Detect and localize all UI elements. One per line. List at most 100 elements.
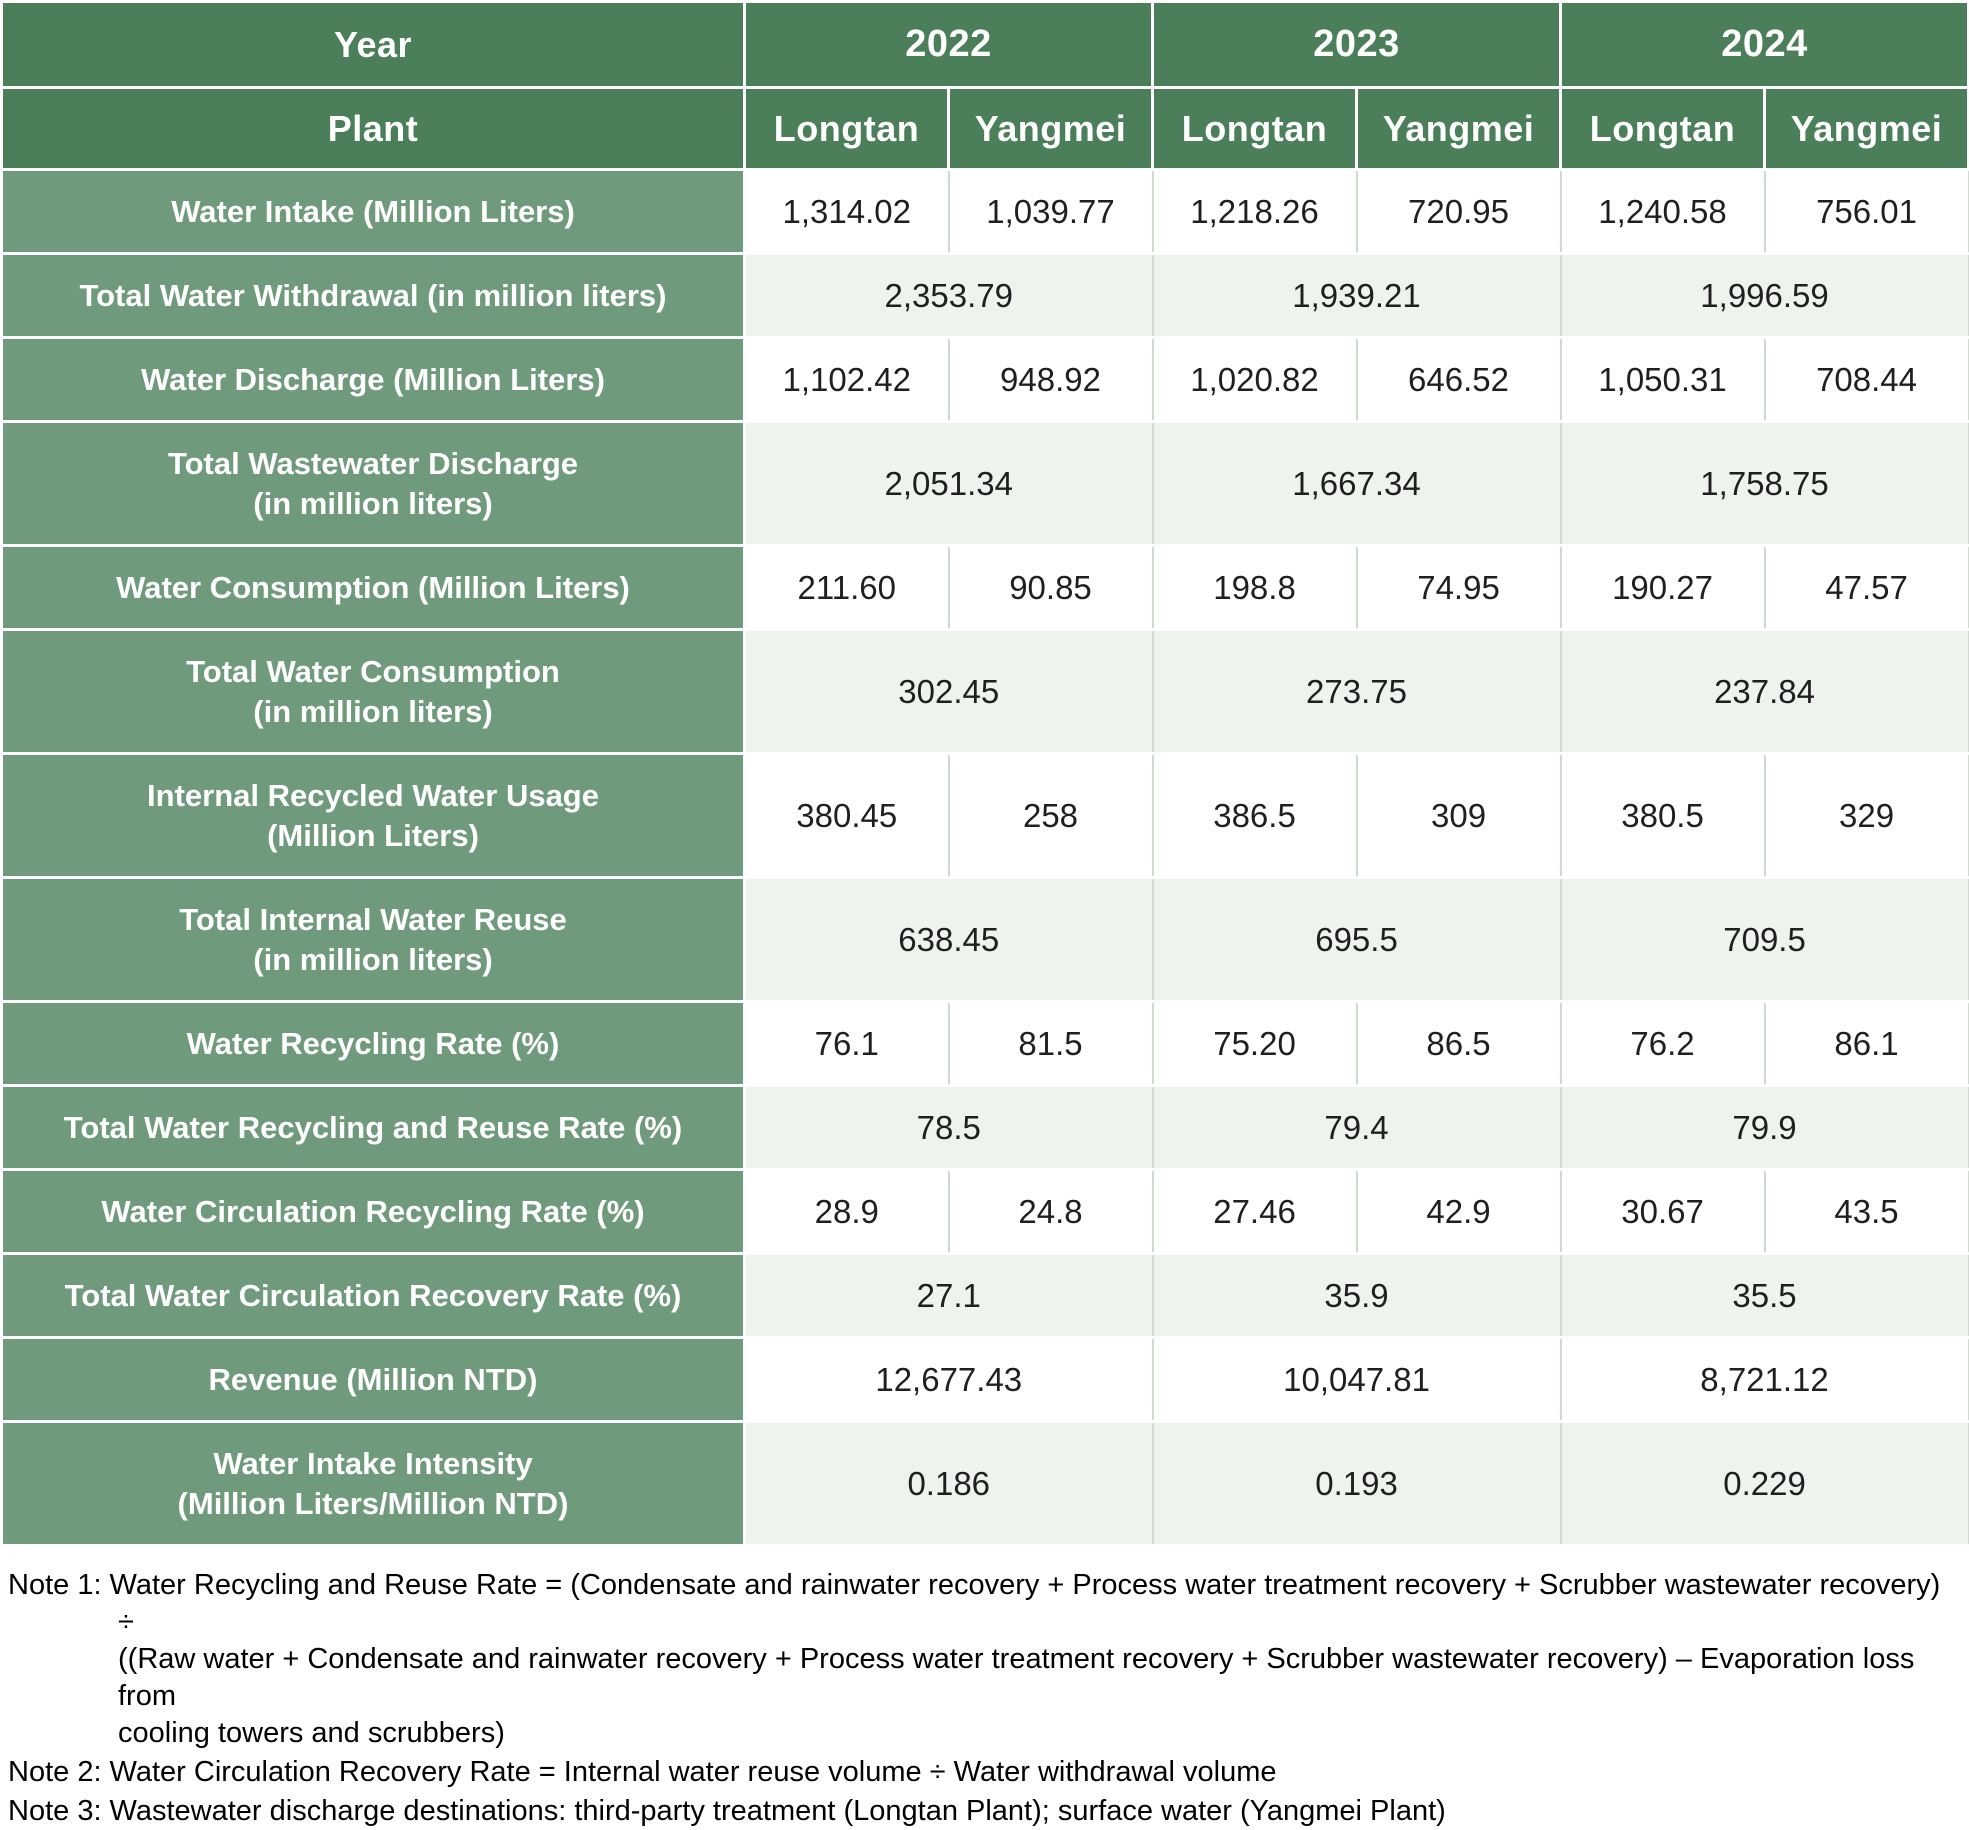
table-row: Water Circulation Recycling Rate (%) 28.…	[0, 1168, 1969, 1255]
data-cell: 386.5	[1151, 752, 1358, 879]
table-body: Water Intake (Million Liters) 1,314.02 1…	[0, 168, 1969, 1547]
data-cell: 258	[947, 752, 1154, 879]
merged-data-cell: 709.5	[1559, 876, 1969, 1003]
table-row: Water Discharge (Million Liters) 1,102.4…	[0, 336, 1969, 423]
data-cell: 190.27	[1559, 544, 1766, 631]
merged-data-cell: 0.229	[1559, 1420, 1969, 1547]
merged-data-cell: 27.1	[743, 1252, 1154, 1339]
table-row: Water Intake Intensity (Million Liters/M…	[0, 1420, 1969, 1547]
year-header-2023: 2023	[1151, 0, 1563, 89]
data-cell: 1,020.82	[1151, 336, 1358, 423]
data-cell: 75.20	[1151, 1000, 1358, 1087]
note-3: Note 3: Wastewater discharge destination…	[8, 1795, 1446, 1827]
data-cell: 1,050.31	[1559, 336, 1766, 423]
merged-data-cell: 12,677.43	[743, 1336, 1154, 1423]
merged-data-cell: 0.186	[743, 1420, 1154, 1547]
data-cell: 211.60	[743, 544, 950, 631]
row-label: Water Circulation Recycling Rate (%)	[0, 1168, 746, 1255]
data-cell: 198.8	[1151, 544, 1358, 631]
row-label: Water Consumption (Million Liters)	[0, 544, 746, 631]
data-cell: 1,314.02	[743, 168, 950, 255]
plant-header: Yangmei	[1355, 86, 1563, 171]
plant-header: Longtan	[1559, 86, 1767, 171]
row-label: Total Water Withdrawal (in million liter…	[0, 252, 746, 339]
year-header-2024: 2024	[1559, 0, 1969, 89]
row-label: Total Water Circulation Recovery Rate (%…	[0, 1252, 746, 1339]
row-label: Total Water Recycling and Reuse Rate (%)	[0, 1084, 746, 1171]
merged-data-cell: 35.5	[1559, 1252, 1969, 1339]
row-label: Water Intake (Million Liters)	[0, 168, 746, 255]
data-cell: 28.9	[743, 1168, 950, 1255]
row-label: Total Wastewater Discharge (in million l…	[0, 420, 746, 547]
plant-header-row: Plant Longtan Yangmei Longtan Yangmei Lo…	[0, 86, 1969, 171]
merged-data-cell: 2,051.34	[743, 420, 1154, 547]
row-label: Internal Recycled Water Usage (Million L…	[0, 752, 746, 879]
data-cell: 1,218.26	[1151, 168, 1358, 255]
row-label: Total Water Consumption (in million lite…	[0, 628, 746, 755]
merged-data-cell: 0.193	[1151, 1420, 1562, 1547]
table-header: Year 2022 2023 2024 Plant Longtan Yangme…	[0, 0, 1969, 171]
data-cell: 1,102.42	[743, 336, 950, 423]
table-row: Water Intake (Million Liters) 1,314.02 1…	[0, 168, 1969, 255]
data-cell: 756.01	[1763, 168, 1969, 255]
footnotes: Note 1: Water Recycling and Reuse Rate =…	[0, 1547, 1969, 1830]
plant-header: Yangmei	[946, 86, 1155, 171]
table-row: Total Water Circulation Recovery Rate (%…	[0, 1252, 1969, 1339]
data-cell: 380.45	[743, 752, 950, 879]
data-cell: 1,240.58	[1559, 168, 1766, 255]
data-cell: 24.8	[947, 1168, 1154, 1255]
data-cell: 42.9	[1355, 1168, 1562, 1255]
row-label: Water Intake Intensity (Million Liters/M…	[0, 1420, 746, 1547]
data-cell: 720.95	[1355, 168, 1562, 255]
data-cell: 74.95	[1355, 544, 1562, 631]
merged-data-cell: 79.9	[1559, 1084, 1969, 1171]
merged-data-cell: 1,667.34	[1151, 420, 1562, 547]
data-cell: 309	[1355, 752, 1562, 879]
merged-data-cell: 1,758.75	[1559, 420, 1969, 547]
merged-data-cell: 638.45	[743, 876, 1154, 1003]
data-cell: 380.5	[1559, 752, 1766, 879]
row-label: Water Discharge (Million Liters)	[0, 336, 746, 423]
row-label: Revenue (Million NTD)	[0, 1336, 746, 1423]
data-cell: 708.44	[1763, 336, 1969, 423]
row-label: Total Internal Water Reuse (in million l…	[0, 876, 746, 1003]
data-cell: 76.2	[1559, 1000, 1766, 1087]
plant-header: Yangmei	[1763, 86, 1969, 171]
data-cell: 30.67	[1559, 1168, 1766, 1255]
merged-data-cell: 302.45	[743, 628, 1154, 755]
water-data-table: Year 2022 2023 2024 Plant Longtan Yangme…	[0, 0, 1969, 1547]
plant-header: Longtan	[743, 86, 950, 171]
table-row: Total Wastewater Discharge (in million l…	[0, 420, 1969, 547]
merged-data-cell: 10,047.81	[1151, 1336, 1562, 1423]
merged-data-cell: 8,721.12	[1559, 1336, 1969, 1423]
table-row: Water Recycling Rate (%) 76.1 81.5 75.20…	[0, 1000, 1969, 1087]
data-cell: 43.5	[1763, 1168, 1969, 1255]
data-cell: 329	[1763, 752, 1969, 879]
data-cell: 646.52	[1355, 336, 1562, 423]
table-row: Internal Recycled Water Usage (Million L…	[0, 752, 1969, 879]
merged-data-cell: 273.75	[1151, 628, 1562, 755]
plant-header: Longtan	[1151, 86, 1359, 171]
merged-data-cell: 78.5	[743, 1084, 1154, 1171]
year-header-2022: 2022	[742, 0, 1155, 89]
year-header-row: Year 2022 2023 2024	[0, 0, 1969, 89]
note-1: Note 1: Water Recycling and Reuse Rate =…	[8, 1569, 1941, 1749]
year-row-label: Year	[0, 0, 746, 89]
data-cell: 81.5	[947, 1000, 1154, 1087]
merged-data-cell: 35.9	[1151, 1252, 1562, 1339]
data-cell: 948.92	[947, 336, 1154, 423]
data-cell: 47.57	[1763, 544, 1969, 631]
merged-data-cell: 237.84	[1559, 628, 1969, 755]
merged-data-cell: 2,353.79	[743, 252, 1154, 339]
data-cell: 86.1	[1763, 1000, 1969, 1087]
data-cell: 27.46	[1151, 1168, 1358, 1255]
table-row: Revenue (Million NTD) 12,677.43 10,047.8…	[0, 1336, 1969, 1423]
note-2: Note 2: Water Circulation Recovery Rate …	[8, 1756, 1277, 1788]
table-row: Total Water Withdrawal (in million liter…	[0, 252, 1969, 339]
merged-data-cell: 1,939.21	[1151, 252, 1562, 339]
data-cell: 90.85	[947, 544, 1154, 631]
row-label: Water Recycling Rate (%)	[0, 1000, 746, 1087]
merged-data-cell: 79.4	[1151, 1084, 1562, 1171]
data-cell: 1,039.77	[947, 168, 1154, 255]
data-cell: 76.1	[743, 1000, 950, 1087]
